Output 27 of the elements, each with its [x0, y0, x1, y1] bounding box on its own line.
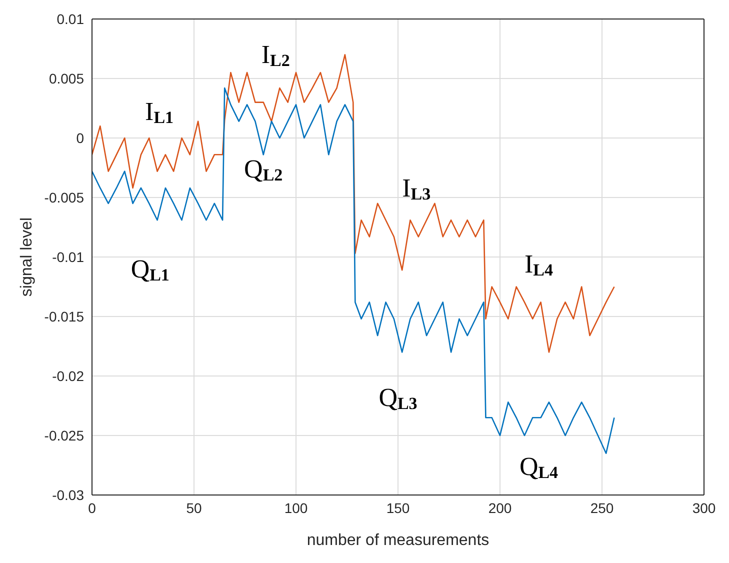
y-axis-title: signal level [18, 217, 36, 297]
x-tick-label: 300 [692, 500, 716, 516]
x-tick-label: 150 [386, 500, 410, 516]
y-tick-label: -0.01 [52, 248, 84, 265]
annotation: I$_{L1}$ [145, 97, 174, 128]
y-tick-label: -0.025 [44, 427, 84, 444]
y-tick-label: 0 [76, 130, 84, 146]
annotation: Q$_{L3}$ [378, 382, 418, 413]
annotation: Q$_{L4}$ [519, 452, 559, 482]
line-series [92, 87, 615, 454]
y-tick-label: 0.005 [48, 70, 84, 86]
x-tick-label: 100 [284, 500, 308, 516]
y-tick-label: -0.015 [44, 308, 84, 324]
y-tick-label: -0.005 [44, 189, 84, 206]
y-tick-label: 0.01 [56, 10, 84, 27]
x-tick-label: 50 [186, 500, 202, 516]
x-tick-label: 250 [590, 500, 614, 516]
annotation: I$_{L3}$ [402, 173, 431, 204]
annotation: Q$_{L2}$ [244, 154, 283, 184]
x-tick-label: 200 [488, 500, 512, 516]
annotation: Q$_{L1}$ [130, 254, 170, 284]
x-axis-title: number of measurements [306, 532, 490, 549]
x-tick-label: 0 [88, 500, 96, 516]
annotation: I$_{L2}$ [261, 40, 290, 70]
y-tick-label: -0.02 [52, 368, 84, 384]
annotation: I$_{L4}$ [524, 249, 554, 280]
y-tick-label: -0.03 [52, 486, 84, 503]
